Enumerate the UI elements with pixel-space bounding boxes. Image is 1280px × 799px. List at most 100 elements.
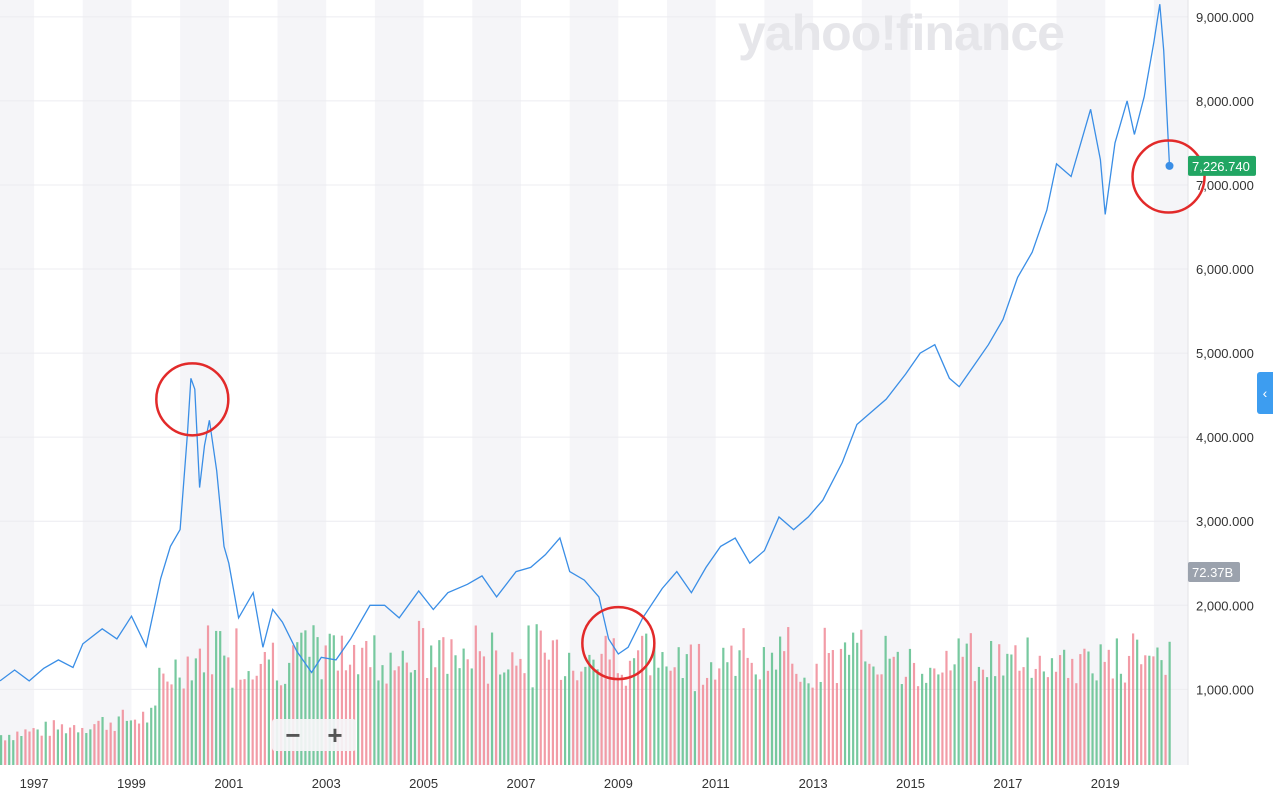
volume-bar	[758, 679, 761, 765]
volume-bar	[470, 668, 473, 765]
volume-bar	[994, 676, 997, 765]
volume-bar	[929, 667, 932, 765]
volume-bar	[616, 673, 619, 765]
volume-bar	[900, 684, 903, 765]
volume-bar	[1119, 673, 1123, 765]
volume-bar	[373, 635, 376, 765]
volume-bar	[888, 658, 891, 765]
volume-bar	[953, 664, 956, 765]
volume-bar	[389, 652, 392, 765]
x-tick-label: 2015	[896, 776, 925, 791]
volume-bar	[48, 735, 51, 765]
y-tick-label: 2,000.000	[1196, 598, 1254, 613]
volume-bar	[803, 677, 806, 765]
zoom-control: − +	[272, 719, 356, 751]
volume-bar	[527, 625, 530, 765]
volume-bar	[1123, 682, 1127, 765]
volume-bar	[673, 667, 676, 765]
volume-bar	[1148, 655, 1151, 765]
volume-bar	[1006, 653, 1009, 765]
volume-bar	[215, 630, 218, 765]
volume-bar	[754, 674, 757, 765]
volume-bar	[97, 720, 100, 765]
volume-bar	[129, 720, 133, 765]
volume-bar	[60, 724, 64, 765]
volume-bar	[304, 630, 307, 765]
price-line	[0, 4, 1171, 682]
volume-bar	[576, 680, 579, 765]
volume-bar	[1067, 677, 1070, 765]
volume-bar	[413, 669, 417, 765]
volume-label: 72.37B	[1192, 565, 1233, 580]
volume-bar	[1164, 674, 1167, 765]
volume-bar	[1152, 656, 1155, 765]
volume-bar	[105, 729, 108, 765]
volume-bar	[239, 679, 242, 765]
volume-bar	[726, 662, 729, 765]
zoom-in-button[interactable]: +	[327, 719, 343, 750]
volume-bar	[807, 683, 810, 765]
volume-bar	[600, 653, 603, 765]
volume-bar	[40, 735, 43, 765]
y-tick-label: 6,000.000	[1196, 262, 1254, 277]
volume-bar	[312, 625, 315, 765]
x-tick-label: 2009	[604, 776, 633, 791]
y-tick-label: 7,000.000	[1196, 178, 1254, 193]
volume-bar	[847, 654, 851, 765]
volume-bar	[523, 673, 526, 765]
volume-bar	[85, 733, 88, 765]
volume-bar	[430, 645, 433, 765]
volume-bar	[1111, 678, 1114, 765]
volume-bar	[503, 672, 506, 765]
volume-bar	[819, 681, 822, 765]
volume-bar	[377, 680, 380, 765]
volume-bar	[1091, 673, 1094, 765]
volume-bar	[669, 670, 672, 765]
volume-bar	[791, 663, 794, 765]
y-tick-label: 4,000.000	[1196, 430, 1254, 445]
volume-bar	[486, 683, 490, 765]
volume-bar	[332, 635, 335, 765]
volume-bar	[559, 679, 563, 765]
volume-bar	[864, 661, 867, 765]
volume-bar	[547, 659, 550, 765]
volume-bar	[624, 685, 628, 765]
volume-bar	[1010, 654, 1013, 765]
volume-bar	[300, 632, 303, 765]
volume-bar	[604, 635, 607, 765]
volume-bar	[815, 663, 818, 765]
volume-bar	[454, 655, 457, 765]
volume-bar	[474, 625, 477, 765]
zoom-out-button[interactable]: −	[285, 719, 301, 750]
volume-bar	[20, 736, 23, 765]
volume-bar	[1030, 677, 1033, 765]
volume-bar	[56, 729, 60, 765]
y-tick-label: 8,000.000	[1196, 94, 1254, 109]
volume-bar	[344, 670, 348, 765]
volume-bar	[543, 652, 546, 765]
volume-bar	[697, 643, 701, 765]
volume-bar	[352, 644, 356, 765]
volume-bar	[965, 643, 968, 765]
volume-bar	[162, 673, 165, 765]
volume-bar	[750, 662, 753, 765]
volume-bar	[937, 674, 940, 765]
volume-bar	[292, 645, 295, 765]
volume-bar	[945, 650, 948, 765]
volume-bar	[588, 654, 591, 765]
volume-bar	[16, 731, 19, 765]
volume-bar	[876, 674, 879, 765]
volume-bar	[835, 683, 839, 765]
volume-bar	[1136, 639, 1139, 765]
volume-bar	[401, 650, 404, 765]
volume-bar	[985, 677, 989, 765]
year-band	[569, 0, 619, 765]
volume-bar	[125, 720, 128, 765]
volume-bar	[925, 682, 928, 765]
volume-bar	[734, 675, 737, 765]
volume-bar	[632, 658, 636, 765]
x-tick-label: 1997	[20, 776, 49, 791]
chevron-left-icon[interactable]: ‹	[1257, 372, 1273, 414]
volume-bar	[608, 659, 611, 765]
